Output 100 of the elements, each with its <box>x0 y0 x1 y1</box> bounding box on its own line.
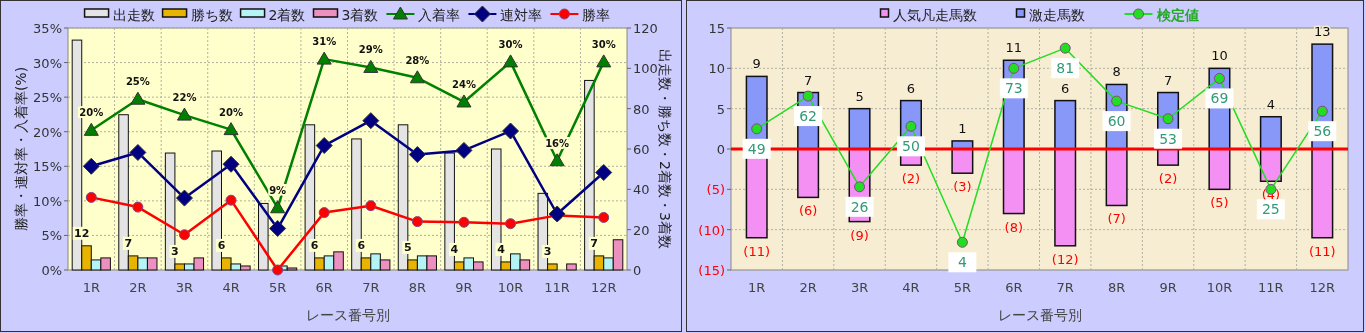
x-tick-label: 6R <box>315 280 333 295</box>
data-label: 6 <box>1061 80 1070 96</box>
x-tick-label: 4R <box>902 280 920 295</box>
y2-tick-label: 20 <box>633 222 650 238</box>
data-label: (2) <box>901 171 921 187</box>
y-tick-label: (10) <box>698 222 725 238</box>
x-tick-label: 10R <box>497 280 524 295</box>
y-tick-label: 15 <box>708 21 725 36</box>
x-tick-label: 8R <box>1107 280 1126 295</box>
y-tick-label: 10% <box>33 193 62 209</box>
x-tick-label: 12R <box>590 280 617 295</box>
legend-label: 3着数 <box>341 7 379 23</box>
x-tick-label: 5R <box>268 280 287 295</box>
x-tick-label: 8R <box>408 280 427 295</box>
data-label: 7 <box>590 236 598 250</box>
data-label: 7 <box>1163 72 1173 88</box>
y2-tick-label: 120 <box>633 21 658 36</box>
data-label: (12) <box>1051 251 1079 267</box>
y-tick-label: 30% <box>33 55 62 71</box>
y2-tick-label: 100 <box>633 61 658 77</box>
legend-label: 勝率 <box>582 7 611 23</box>
data-label: (5) <box>1210 195 1229 211</box>
y-tick-label: 0 <box>716 142 725 157</box>
data-label: 6 <box>906 80 916 96</box>
data-label: 26 <box>850 198 869 215</box>
data-label: 62 <box>799 108 818 125</box>
y-tick-label: 5 <box>716 101 725 117</box>
data-label: 6 <box>357 238 366 252</box>
y2-tick-label: 0 <box>633 263 642 278</box>
data-label: 8 <box>1112 64 1121 80</box>
x-tick-label: 2R <box>129 280 147 295</box>
data-label: 73 <box>1004 80 1023 97</box>
data-label: (9) <box>850 227 869 243</box>
x-tick-label: 10R <box>1206 280 1233 295</box>
x-axis-title: レース番号別 <box>997 307 1082 323</box>
legend-label: 激走馬数 <box>1028 7 1085 23</box>
data-label: 11 <box>1005 40 1023 56</box>
y-tick-label: (5) <box>706 182 725 198</box>
data-label: 9 <box>752 56 761 72</box>
data-label: 49 <box>747 140 766 157</box>
legend-label: 勝ち数 <box>190 7 233 23</box>
x-tick-label: 7R <box>362 280 380 295</box>
y2-axis-title: 出走数・勝ち数・2着数・3着数 <box>657 49 673 249</box>
x-tick-label: 4R <box>222 280 240 295</box>
x-tick-label: 12R <box>1309 280 1336 295</box>
data-label: (11) <box>1308 243 1336 259</box>
y2-tick-label: 80 <box>633 101 650 117</box>
x-tick-label: 9R <box>455 280 473 295</box>
y-tick-label: 35% <box>33 21 62 36</box>
data-label: 30% <box>498 38 523 50</box>
y-tick-label: 25% <box>33 90 62 106</box>
data-label: (8) <box>1004 219 1023 235</box>
data-label: (3) <box>953 179 972 195</box>
data-label: 31% <box>312 36 337 48</box>
data-label: 22% <box>172 92 197 104</box>
x-tick-label: 3R <box>175 280 194 295</box>
y-tick-label: 5% <box>41 228 62 244</box>
data-label: 1 <box>958 120 967 136</box>
legend-label: 人気凡走馬数 <box>892 7 977 23</box>
data-label: 30% <box>591 38 616 50</box>
x-tick-label: 2R <box>799 280 817 295</box>
data-label: 3 <box>543 244 552 258</box>
y-tick-label: 0% <box>41 263 62 278</box>
data-label: 5 <box>855 88 864 104</box>
data-label: 28% <box>405 54 430 66</box>
data-label: 53 <box>1159 130 1177 147</box>
data-label: (7) <box>1107 211 1126 227</box>
data-label: 6 <box>217 238 226 252</box>
data-label: 7 <box>124 236 133 250</box>
data-label: 69 <box>1210 90 1229 107</box>
data-label: 3 <box>171 244 179 258</box>
data-label: 50 <box>902 138 920 155</box>
data-label: 60 <box>1107 113 1126 130</box>
y-tick-label: (15) <box>698 263 725 278</box>
y2-tick-label: 40 <box>633 182 650 198</box>
data-label: (11) <box>743 243 771 259</box>
data-label: 81 <box>1056 60 1075 77</box>
data-label: 13 <box>1314 24 1331 40</box>
x-tick-label: 6R <box>1005 280 1023 295</box>
y-tick-label: 10 <box>708 61 725 77</box>
data-label: 24% <box>451 78 476 90</box>
data-label: 4 <box>957 254 967 271</box>
data-label: 5 <box>404 240 412 254</box>
y-axis-title: 勝率・連対率・入着率(%) <box>13 66 29 232</box>
legend-label: 出走数 <box>112 7 155 23</box>
data-label: 56 <box>1313 123 1332 140</box>
data-label: 10 <box>1211 48 1228 64</box>
data-label: 6 <box>310 238 319 252</box>
data-label: (6) <box>798 203 818 219</box>
data-label: 4 <box>497 242 506 256</box>
x-tick-label: 11R <box>1258 280 1284 295</box>
y-tick-label: 20% <box>33 124 62 140</box>
data-label: 25% <box>125 76 150 88</box>
y2-tick-label: 60 <box>633 142 650 157</box>
legend-label: 検定値 <box>1155 7 1199 23</box>
legend-label: 2着数 <box>268 7 306 23</box>
x-tick-label: 3R <box>850 280 869 295</box>
data-label: 7 <box>803 72 813 88</box>
data-label: 20% <box>219 106 244 118</box>
data-label: 4 <box>1266 96 1276 112</box>
